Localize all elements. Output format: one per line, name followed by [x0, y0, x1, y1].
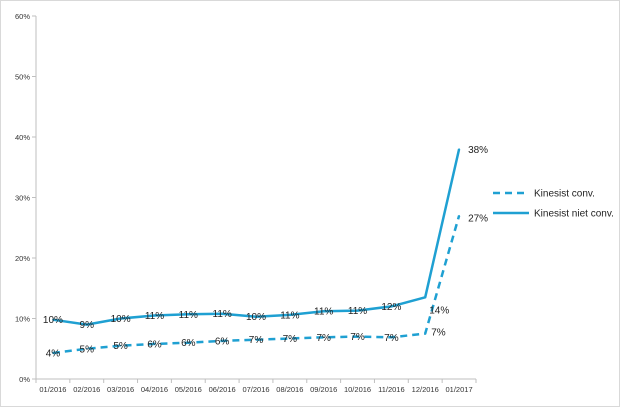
y-tick-label: 30% [15, 194, 30, 203]
data-point [390, 336, 393, 339]
data-point [322, 310, 325, 313]
x-tick-label: 07/2016 [242, 385, 269, 394]
y-tick-label: 50% [15, 73, 30, 82]
data-label: 12% [381, 302, 401, 313]
data-label: 38% [468, 145, 488, 156]
data-point [458, 214, 460, 217]
data-label: 5% [113, 341, 128, 352]
data-label: 6% [215, 336, 230, 347]
x-tick-label: 10/2016 [344, 385, 371, 394]
data-point [119, 317, 122, 320]
data-point [424, 296, 427, 299]
data-label: 10% [111, 314, 131, 325]
data-point [390, 305, 393, 308]
y-axis-ticks: 0% 10% 20% 30% 40% 50% 60% [15, 12, 36, 384]
data-label: 4% [46, 348, 61, 359]
data-label: 7% [384, 333, 399, 344]
data-label: 7% [431, 328, 446, 339]
data-label: 10% [43, 315, 63, 326]
data-point [153, 314, 156, 317]
legend-label-kinesist-conv: Kinesist conv. [534, 189, 595, 200]
data-label: 7% [283, 334, 298, 345]
data-label: 7% [249, 335, 264, 346]
data-label: 11% [179, 310, 198, 321]
x-tick-label: 04/2016 [141, 385, 168, 394]
data-point [153, 343, 156, 345]
axes [35, 16, 477, 383]
x-tick-label: 02/2016 [73, 385, 100, 394]
data-point [221, 312, 223, 315]
y-tick-label: 60% [15, 12, 30, 21]
data-label: 27% [468, 214, 488, 225]
data-label: 5% [80, 344, 95, 355]
data-point [289, 314, 291, 316]
data-label: 11% [213, 309, 232, 320]
data-point [424, 332, 427, 335]
data-label: 7% [316, 333, 331, 344]
data-label: 10% [246, 312, 266, 323]
data-label: 6% [181, 338, 196, 349]
data-point [187, 341, 190, 344]
x-tick-label: 05/2016 [175, 385, 202, 394]
data-point [255, 338, 257, 341]
y-tick-label: 20% [15, 254, 30, 263]
x-tick-label: 01/2017 [446, 385, 473, 394]
x-tick-label: 09/2016 [310, 385, 337, 394]
data-label: 6% [147, 339, 162, 350]
y-tick-label: 0% [19, 375, 30, 384]
x-tick-label: 08/2016 [276, 385, 303, 394]
x-tick-label: 11/2016 [378, 385, 405, 394]
series-lines [52, 148, 461, 355]
data-point [85, 323, 88, 326]
data-point [356, 309, 359, 312]
legend-label-kinesist-niet-conv: Kinesist niet conv. [534, 209, 614, 220]
data-label: 11% [145, 311, 164, 322]
data-point [85, 347, 88, 350]
series-line-kinesist-niet-conv [52, 148, 461, 326]
data-label: 11% [348, 306, 367, 317]
data-label: 11% [314, 307, 333, 318]
data-point [289, 337, 291, 340]
x-tick-label: 12/2016 [412, 385, 439, 394]
data-label: 9% [80, 320, 95, 331]
data-point [458, 148, 460, 150]
x-axis-ticks: 01/2016 02/2016 03/2016 04/2016 05/2016 06/20… [39, 385, 472, 394]
data-point [119, 344, 122, 347]
data-point [221, 340, 223, 342]
data-label: 11% [280, 310, 299, 321]
data-label: 14% [429, 305, 449, 316]
data-point [356, 335, 359, 338]
data-point [187, 313, 190, 316]
y-tick-label: 10% [15, 315, 30, 324]
data-point [255, 315, 257, 318]
x-tick-label: 06/2016 [209, 385, 236, 394]
data-labels: 4% 5% 5% 6% 6% 6% 7% 7% 7% 7% 7% 7% 27% 10% 9% 10% 11% 11… [43, 145, 488, 359]
y-tick-label: 40% [15, 133, 30, 142]
data-point [322, 336, 325, 339]
x-tick-label: 03/2016 [107, 385, 134, 394]
data-point [52, 352, 54, 354]
x-tick-label: 01/2016 [39, 385, 66, 394]
data-point [52, 318, 54, 321]
legend: Kinesist conv. Kinesist niet conv. [493, 189, 614, 220]
data-label: 7% [350, 332, 365, 343]
